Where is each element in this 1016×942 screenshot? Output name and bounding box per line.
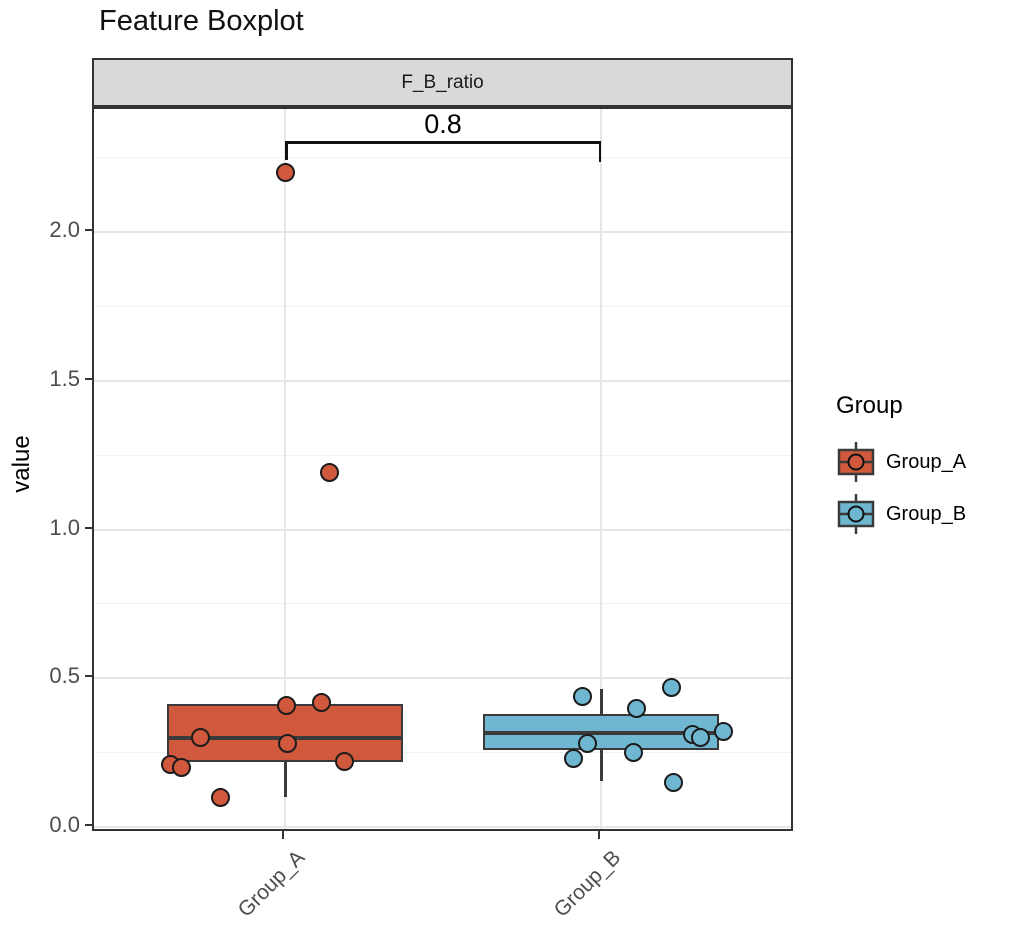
major-gridline [94,677,791,680]
significance-bracket-tick [285,141,288,161]
major-gridline [94,231,791,233]
y-tick-mark [85,824,92,826]
legend-item: Group_B [836,492,966,536]
jitter-point [171,758,191,777]
jitter-point [663,772,683,792]
jitter-point [334,752,354,772]
jitter-point [563,749,583,769]
jitter-point [572,686,592,706]
significance-label: 0.8 [424,109,462,139]
lower-whisker [283,761,287,798]
jitter-point [623,743,643,763]
y-tick-mark [85,526,92,529]
boxplot-key-icon [837,494,875,534]
minor-gridline [94,157,791,159]
plot-panel: 0.8 [92,107,793,831]
jitter-point [210,787,230,807]
vertical-gridline [284,109,286,829]
legend: Group Group_A Group_B [836,392,966,544]
y-tick-label: 0.5 [49,663,80,689]
legend-title: Group [836,392,903,419]
major-gridline [94,528,791,531]
legend-item-label: Group_B [886,502,967,525]
major-gridline [94,826,791,828]
jitter-point [690,728,710,748]
jitter-point [577,734,597,754]
facet-strip-label: F_B_ratio [401,71,484,93]
legend-item: Group_A [836,440,966,484]
vertical-gridline [600,109,602,829]
y-axis-title: value [8,435,35,493]
y-tick-mark [85,229,92,231]
x-tick-label: Group_A [233,846,310,922]
x-tick-mark [598,831,600,839]
jitter-point [277,734,297,754]
y-tick-label: 1.0 [49,514,80,540]
minor-gridline [94,603,791,605]
jitter-point [190,728,210,748]
facet-strip: F_B_ratio [92,58,793,107]
jitter-point [319,463,339,483]
jitter-point [661,677,681,697]
jitter-point [713,722,733,742]
jitter-point [276,695,296,715]
jitter-point [311,692,331,712]
median-line [483,731,719,736]
x-tick-label: Group_B [549,846,626,922]
minor-gridline [94,752,791,754]
jitter-point [626,698,646,718]
chart-title: Feature Boxplot [99,5,304,37]
y-tick-mark [85,377,92,380]
legend-item-label: Group_A [886,450,967,473]
lower-whisker [599,749,603,781]
boxplot-key-icon [837,442,875,482]
minor-gridline [94,454,791,456]
x-tick-mark [282,831,284,839]
significance-bracket-tick [598,141,601,163]
major-gridline [94,379,791,382]
minor-gridline [94,305,791,307]
y-tick-label: 2.0 [49,217,80,242]
y-tick-label: 1.5 [49,365,80,391]
y-tick-label: 0.0 [49,812,80,837]
jitter-point [275,163,295,182]
y-tick-mark [85,675,92,678]
upper-whisker [599,688,603,714]
significance-bracket [285,141,601,144]
